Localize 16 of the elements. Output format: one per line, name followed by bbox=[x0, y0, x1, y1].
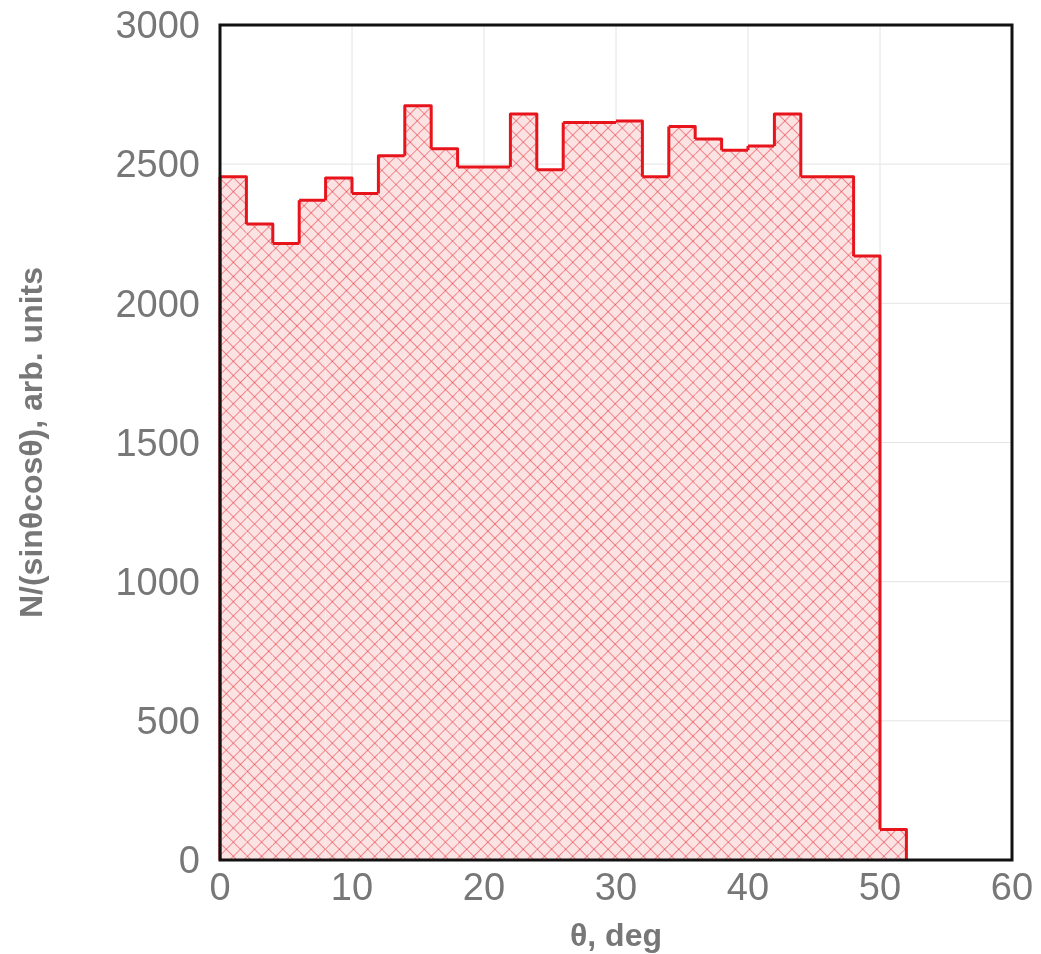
y-tick-label: 0 bbox=[178, 839, 200, 882]
y-tick-label: 1500 bbox=[115, 421, 200, 464]
x-tick-label: 20 bbox=[462, 866, 506, 908]
x-axis-title: θ, deg bbox=[570, 917, 662, 953]
x-tick-label: 10 bbox=[330, 866, 374, 908]
y-axis-title: N/(sinθcosθ), arb. units bbox=[13, 266, 49, 619]
y-tick-label: 2500 bbox=[115, 143, 200, 186]
x-tick-label: 40 bbox=[726, 866, 770, 908]
y-tick-label: 3000 bbox=[115, 4, 200, 47]
x-tick-label: 30 bbox=[594, 866, 638, 908]
y-tick-label: 1000 bbox=[115, 560, 200, 603]
y-tick-label: 500 bbox=[136, 700, 200, 743]
x-tick-label: 0 bbox=[209, 866, 231, 908]
y-tick-label: 2000 bbox=[115, 282, 200, 325]
x-tick-label: 50 bbox=[858, 866, 902, 908]
x-tick-label: 60 bbox=[990, 866, 1034, 908]
